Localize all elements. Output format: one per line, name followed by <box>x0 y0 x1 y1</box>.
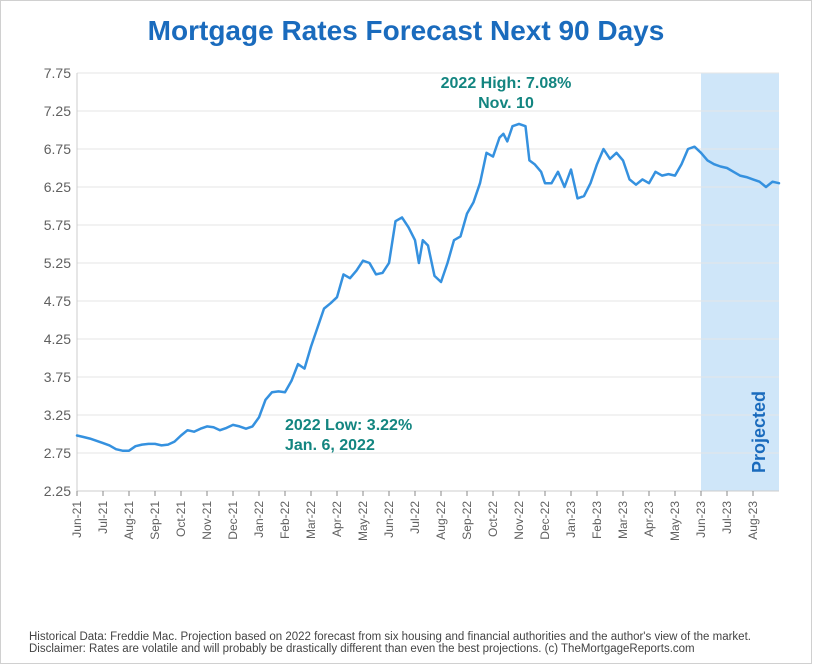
y-tick-label: 6.25 <box>44 179 71 195</box>
y-tick-label: 4.25 <box>44 331 71 347</box>
annotation-high-line1: 2022 High: 7.08% <box>441 75 572 92</box>
x-tick-label: Feb-22 <box>278 501 292 539</box>
y-tick-label: 5.75 <box>44 217 71 233</box>
x-tick-label: Jun-21 <box>70 501 84 538</box>
annotation-low-line1: 2022 Low: 3.22% <box>285 417 412 434</box>
x-tick-label: Apr-23 <box>642 501 656 537</box>
x-tick-label: Jul-23 <box>720 501 734 534</box>
x-tick-label: Jan-22 <box>252 501 266 538</box>
x-tick-label: Dec-22 <box>538 501 552 540</box>
rate-line <box>77 124 779 451</box>
x-tick-label: Oct-21 <box>174 501 188 537</box>
x-tick-label: Jul-21 <box>96 501 110 534</box>
x-tick-label: May-23 <box>668 501 682 541</box>
x-tick-label: Aug-21 <box>122 501 136 540</box>
x-tick-label: Aug-23 <box>746 501 760 540</box>
x-tick-label: Nov-22 <box>512 501 526 540</box>
x-tick-label: Jul-22 <box>408 501 422 534</box>
chart-svg: 2.25 2.75 3.25 3.75 4.25 4.75 5.25 5.75 6.25 6.75… <box>29 63 789 563</box>
chart-footer: Historical Data: Freddie Mac. Projection… <box>29 631 789 655</box>
y-tick-label: 5.25 <box>44 255 71 271</box>
x-tick-label: Sep-22 <box>460 501 474 540</box>
x-tick-label: Mar-22 <box>304 501 318 539</box>
y-tick-label: 7.25 <box>44 103 71 119</box>
x-tick-label: May-22 <box>356 501 370 541</box>
chart-title: Mortgage Rates Forecast Next 90 Days <box>1 1 811 47</box>
y-tick-label: 3.75 <box>44 369 71 385</box>
x-tick-label: Jun-23 <box>694 501 708 538</box>
x-tick-label: Apr-22 <box>330 501 344 537</box>
x-tick-label: Oct-22 <box>486 501 500 537</box>
y-tick-label: 7.75 <box>44 65 71 81</box>
y-tick-label: 4.75 <box>44 293 71 309</box>
x-tick-label: Sep-21 <box>148 501 162 540</box>
annotation-low-line2: Jan. 6, 2022 <box>285 437 375 454</box>
x-tick-label: Jun-22 <box>382 501 396 538</box>
annotation-high-line2: Nov. 10 <box>478 95 534 112</box>
projected-label: Projected <box>749 391 769 473</box>
x-tick-label: Aug-22 <box>434 501 448 540</box>
x-tick-label: Jan-23 <box>564 501 578 538</box>
x-tick-label: Feb-23 <box>590 501 604 539</box>
chart-container: Mortgage Rates Forecast Next 90 Days 2.2… <box>0 0 812 664</box>
x-tick-label: Dec-21 <box>226 501 240 540</box>
y-tick-label: 6.75 <box>44 141 71 157</box>
y-tick-label: 3.25 <box>44 407 71 423</box>
y-tick-label: 2.25 <box>44 483 71 499</box>
x-tick-label: Nov-21 <box>200 501 214 540</box>
x-tick-label: Mar-23 <box>616 501 630 539</box>
y-tick-label: 2.75 <box>44 445 71 461</box>
plot-area: 2.25 2.75 3.25 3.75 4.25 4.75 5.25 5.75 6.25 6.75… <box>29 63 789 563</box>
